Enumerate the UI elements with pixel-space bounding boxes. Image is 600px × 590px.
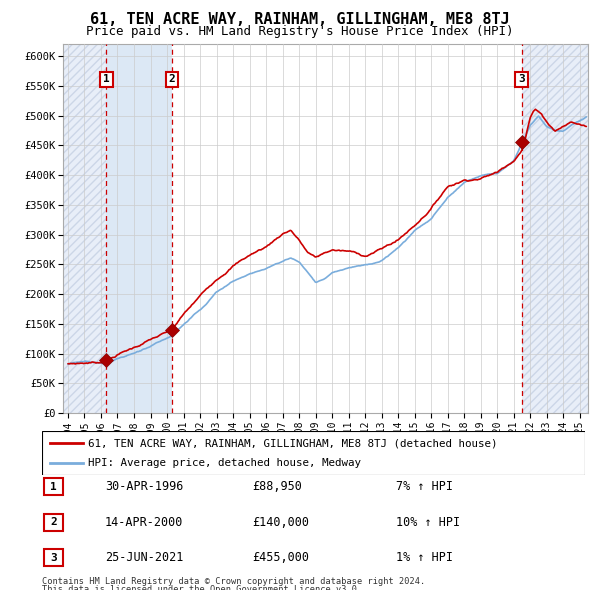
Text: 3: 3 (518, 74, 525, 84)
Text: 1% ↑ HPI: 1% ↑ HPI (396, 551, 453, 564)
Text: Price paid vs. HM Land Registry's House Price Index (HPI): Price paid vs. HM Land Registry's House … (86, 25, 514, 38)
Text: 1: 1 (50, 482, 57, 491)
Text: 3: 3 (50, 553, 57, 562)
Text: £140,000: £140,000 (252, 516, 309, 529)
Text: £88,950: £88,950 (252, 480, 302, 493)
Bar (521, 44, 588, 413)
Text: HPI: Average price, detached house, Medway: HPI: Average price, detached house, Medw… (88, 458, 361, 467)
Bar (63, 44, 106, 413)
Text: 7% ↑ HPI: 7% ↑ HPI (396, 480, 453, 493)
Text: 61, TEN ACRE WAY, RAINHAM, GILLINGHAM, ME8 8TJ (detached house): 61, TEN ACRE WAY, RAINHAM, GILLINGHAM, M… (88, 438, 497, 448)
FancyBboxPatch shape (44, 478, 62, 495)
Text: 1: 1 (103, 74, 110, 84)
Text: Contains HM Land Registry data © Crown copyright and database right 2024.: Contains HM Land Registry data © Crown c… (42, 577, 425, 586)
Text: 30-APR-1996: 30-APR-1996 (105, 480, 184, 493)
Text: 14-APR-2000: 14-APR-2000 (105, 516, 184, 529)
Bar (106, 44, 172, 413)
FancyBboxPatch shape (44, 514, 62, 530)
Text: 25-JUN-2021: 25-JUN-2021 (105, 551, 184, 564)
Bar (63, 44, 106, 413)
Text: £455,000: £455,000 (252, 551, 309, 564)
Text: 2: 2 (50, 517, 57, 527)
Text: This data is licensed under the Open Government Licence v3.0.: This data is licensed under the Open Gov… (42, 585, 362, 590)
Text: 2: 2 (169, 74, 175, 84)
Text: 10% ↑ HPI: 10% ↑ HPI (396, 516, 460, 529)
FancyBboxPatch shape (42, 431, 585, 475)
Bar (521, 44, 588, 413)
FancyBboxPatch shape (44, 549, 62, 566)
Text: 61, TEN ACRE WAY, RAINHAM, GILLINGHAM, ME8 8TJ: 61, TEN ACRE WAY, RAINHAM, GILLINGHAM, M… (90, 12, 510, 27)
